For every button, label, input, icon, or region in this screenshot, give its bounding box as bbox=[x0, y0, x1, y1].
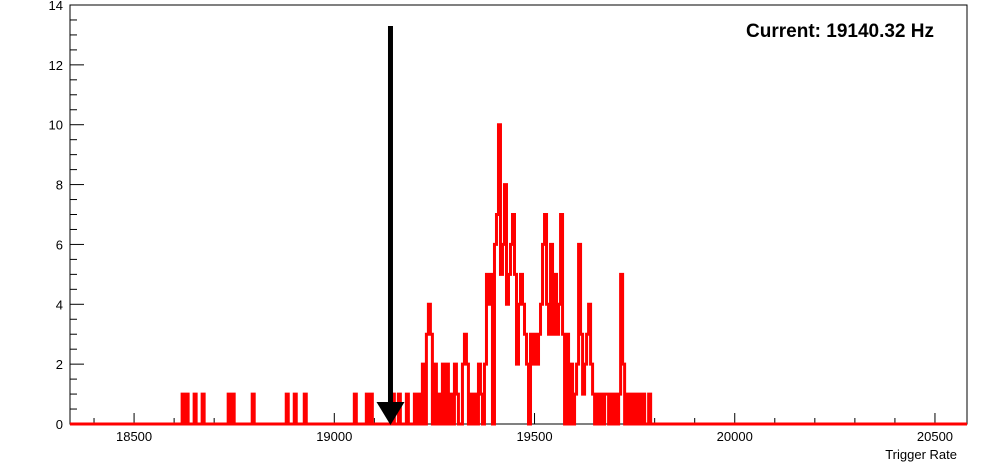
histogram-bin bbox=[500, 274, 502, 424]
x-axis-title: Trigger Rate bbox=[885, 447, 957, 462]
histogram-bars bbox=[70, 123, 967, 426]
x-tick-label: 20500 bbox=[917, 429, 953, 444]
y-tick-label: 14 bbox=[49, 0, 63, 13]
y-axis-ticks: 0 2 4 6 8 10 12 14 bbox=[49, 0, 84, 432]
x-tick-label: 18500 bbox=[116, 429, 152, 444]
x-tick-label: 19000 bbox=[316, 429, 352, 444]
y-tick-label: 8 bbox=[56, 178, 63, 193]
y-tick-label: 4 bbox=[56, 297, 63, 312]
y-tick-label: 2 bbox=[56, 357, 63, 372]
y-tick-label: 10 bbox=[49, 118, 63, 133]
x-axis-ticks: 18500 19000 19500 20000 20500 bbox=[93, 413, 953, 444]
y-tick-label: 6 bbox=[56, 237, 63, 252]
current-rate-annotation: Current: 19140.32 Hz bbox=[746, 21, 934, 42]
y-tick-label: 12 bbox=[49, 58, 63, 73]
histogram-bin bbox=[583, 394, 585, 424]
x-tick-label: 19500 bbox=[516, 429, 552, 444]
current-rate-marker bbox=[376, 25, 405, 425]
histogram-bin bbox=[553, 334, 555, 424]
marker-arrowhead bbox=[376, 402, 405, 425]
x-tick-label: 20000 bbox=[717, 429, 753, 444]
histogram-bin bbox=[557, 334, 559, 424]
histogram-bin bbox=[549, 334, 551, 424]
histogram-bin bbox=[506, 304, 508, 424]
histogram-bin bbox=[537, 364, 539, 424]
histogram-series-line bbox=[70, 123, 967, 426]
histogram-bin bbox=[516, 364, 518, 424]
y-tick-label: 0 bbox=[56, 417, 63, 432]
histogram-bin bbox=[488, 304, 490, 424]
